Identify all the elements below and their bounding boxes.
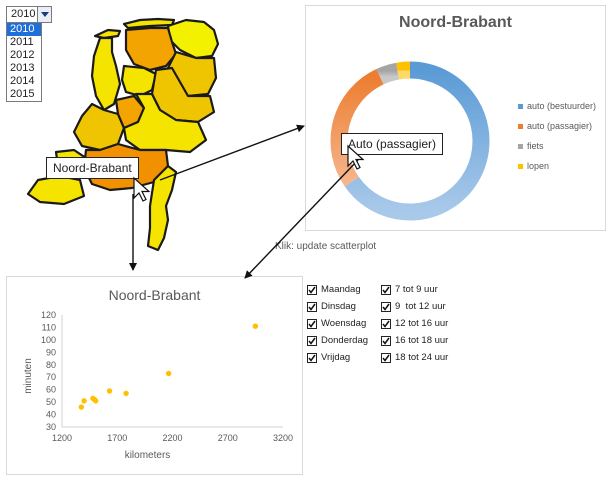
checkbox-checked-icon[interactable] xyxy=(307,301,317,312)
legend-label: fiets xyxy=(527,141,544,151)
checkbox-label: 16 tot 18 uur xyxy=(395,335,449,346)
checkbox-time[interactable]: 18 tot 24 uur xyxy=(381,349,448,366)
checkbox-checked-icon[interactable] xyxy=(381,352,391,363)
chevron-down-icon xyxy=(41,12,49,17)
y-tick-label: 110 xyxy=(42,322,56,332)
donut-slice-fiets[interactable] xyxy=(376,62,400,85)
y-tick-label: 70 xyxy=(46,372,56,382)
year-option[interactable]: 2015 xyxy=(10,88,35,100)
y-tick-label: 90 xyxy=(46,347,56,357)
checkbox-checked-icon[interactable] xyxy=(307,335,317,346)
x-tick-label: 2700 xyxy=(218,433,238,443)
province-friesland[interactable] xyxy=(124,26,178,72)
year-option[interactable]: 2011 xyxy=(10,36,34,48)
checkbox-label: Maandag xyxy=(321,284,361,295)
checkbox-label: Dinsdag xyxy=(321,301,356,312)
legend-swatch xyxy=(518,143,523,149)
x-tick-label: 1700 xyxy=(107,433,127,443)
scatter-point xyxy=(252,323,259,329)
checkbox-checked-icon[interactable] xyxy=(381,284,391,295)
y-tick-label: 60 xyxy=(46,385,56,395)
legend-swatch xyxy=(518,163,523,169)
checkbox-label: 12 tot 16 uur xyxy=(395,318,449,329)
checkbox-time[interactable]: 12 tot 16 uur xyxy=(381,315,448,332)
checkbox-day[interactable]: Woensdag xyxy=(307,315,368,332)
checkbox-checked-icon[interactable] xyxy=(381,301,391,312)
year-option[interactable]: 2010 xyxy=(7,23,41,36)
scatter-chart-title: Noord-Brabant xyxy=(108,287,201,303)
legend-swatch xyxy=(518,123,523,129)
day-filter-list: Maandag Dinsdag Woensdag Donderdag Vrijd… xyxy=(307,281,368,366)
scatter-point xyxy=(93,398,99,404)
donut-chart-title: Noord-Brabant xyxy=(399,14,512,31)
legend-item: lopen xyxy=(518,156,596,176)
y-tick-label: 40 xyxy=(46,410,56,420)
checkbox-time[interactable]: 9 tot 12 uur xyxy=(381,298,448,315)
donut-slice-lopen[interactable] xyxy=(396,61,411,80)
donut-chart[interactable] xyxy=(306,6,606,231)
time-filter-list: 7 tot 9 uur 9 tot 12 uur 12 tot 16 uur 1… xyxy=(381,281,448,366)
checkbox-checked-icon[interactable] xyxy=(307,318,317,329)
checkbox-time[interactable]: 7 tot 9 uur xyxy=(381,281,448,298)
checkbox-label: Donderdag xyxy=(321,335,369,346)
scatter-chart-panel: Noord-Brabant 30 40 50 60 70 80 90 100 110 120 120… xyxy=(6,276,303,475)
province-groningen[interactable] xyxy=(166,18,220,60)
checkbox-label: Vrijdag xyxy=(321,352,351,363)
x-tick-label: 2200 xyxy=(162,433,182,443)
legend-item: fiets xyxy=(518,136,596,156)
province-flevoland[interactable] xyxy=(120,64,158,98)
checkbox-day[interactable]: Maandag xyxy=(307,281,368,298)
y-tick-label: 100 xyxy=(41,335,56,345)
y-tick-label: 80 xyxy=(46,360,56,370)
year-option[interactable]: 2014 xyxy=(10,75,35,87)
checkbox-label: 18 tot 24 uur xyxy=(395,352,449,363)
x-tick-label: 3200 xyxy=(273,433,293,443)
scatter-plot: 30 40 50 60 70 80 90 100 110 120 1200 1700 2200 2700 3… xyxy=(23,310,293,461)
year-select-field[interactable]: 2010 xyxy=(6,6,52,23)
donut-tooltip: Auto (passagier) xyxy=(341,133,444,155)
legend-label: auto (passagier) xyxy=(527,121,593,131)
year-select-value: 2010 xyxy=(11,8,36,20)
checkbox-label: 9 tot 12 uur xyxy=(395,301,446,312)
checkbox-label: Woensdag xyxy=(321,318,367,329)
donut-legend: auto (bestuurder) auto (passagier) fiets… xyxy=(518,96,596,176)
year-select[interactable]: 2010 2010 2011 2012 2013 2014 2015 xyxy=(6,6,52,102)
checkbox-day[interactable]: Vrijdag xyxy=(307,349,368,366)
scatter-point xyxy=(165,370,172,377)
donut-slice-auto-passagier[interactable] xyxy=(330,68,384,187)
year-options-list: 2010 2011 2012 2013 2014 2015 xyxy=(6,23,42,102)
scatter-point xyxy=(123,390,129,397)
year-option[interactable]: 2013 xyxy=(10,62,35,74)
donut-slice-auto-bestuurder[interactable] xyxy=(344,61,490,221)
checkbox-time[interactable]: 16 tot 18 uur xyxy=(381,332,448,349)
dropdown-button[interactable] xyxy=(37,7,51,22)
legend-item: auto (bestuurder) xyxy=(518,96,596,116)
checkbox-day[interactable]: Dinsdag xyxy=(307,298,368,315)
x-axis-label: kilometers xyxy=(125,450,171,461)
x-tick-label: 1200 xyxy=(52,433,72,443)
netherlands-map[interactable] xyxy=(10,2,225,257)
y-tick-label: 50 xyxy=(46,397,56,407)
scatter-point xyxy=(106,388,113,394)
year-option[interactable]: 2012 xyxy=(10,49,35,61)
y-tick-label: 30 xyxy=(46,422,56,432)
legend-item: auto (passagier) xyxy=(518,116,596,136)
legend-swatch xyxy=(518,103,523,109)
scatter-point xyxy=(78,404,85,410)
y-axis-label: minuten xyxy=(23,358,34,394)
checkbox-checked-icon[interactable] xyxy=(381,318,391,329)
scatter-point xyxy=(81,398,87,404)
checkbox-checked-icon[interactable] xyxy=(307,352,317,363)
province-noord-holland[interactable] xyxy=(90,36,122,112)
click-note: Klik: update scatterplot xyxy=(275,241,377,252)
y-tick-label: 120 xyxy=(41,310,56,320)
legend-label: lopen xyxy=(527,161,550,171)
checkbox-day[interactable]: Donderdag xyxy=(307,332,368,349)
checkbox-checked-icon[interactable] xyxy=(307,284,317,295)
legend-label: auto (bestuurder) xyxy=(527,101,597,111)
checkbox-label: 7 tot 9 uur xyxy=(395,284,438,295)
checkbox-checked-icon[interactable] xyxy=(381,335,391,346)
donut-chart-panel: Noord-Brabant auto (bestuurder) auto (pa… xyxy=(305,5,606,231)
map-tooltip: Noord-Brabant xyxy=(46,157,139,179)
